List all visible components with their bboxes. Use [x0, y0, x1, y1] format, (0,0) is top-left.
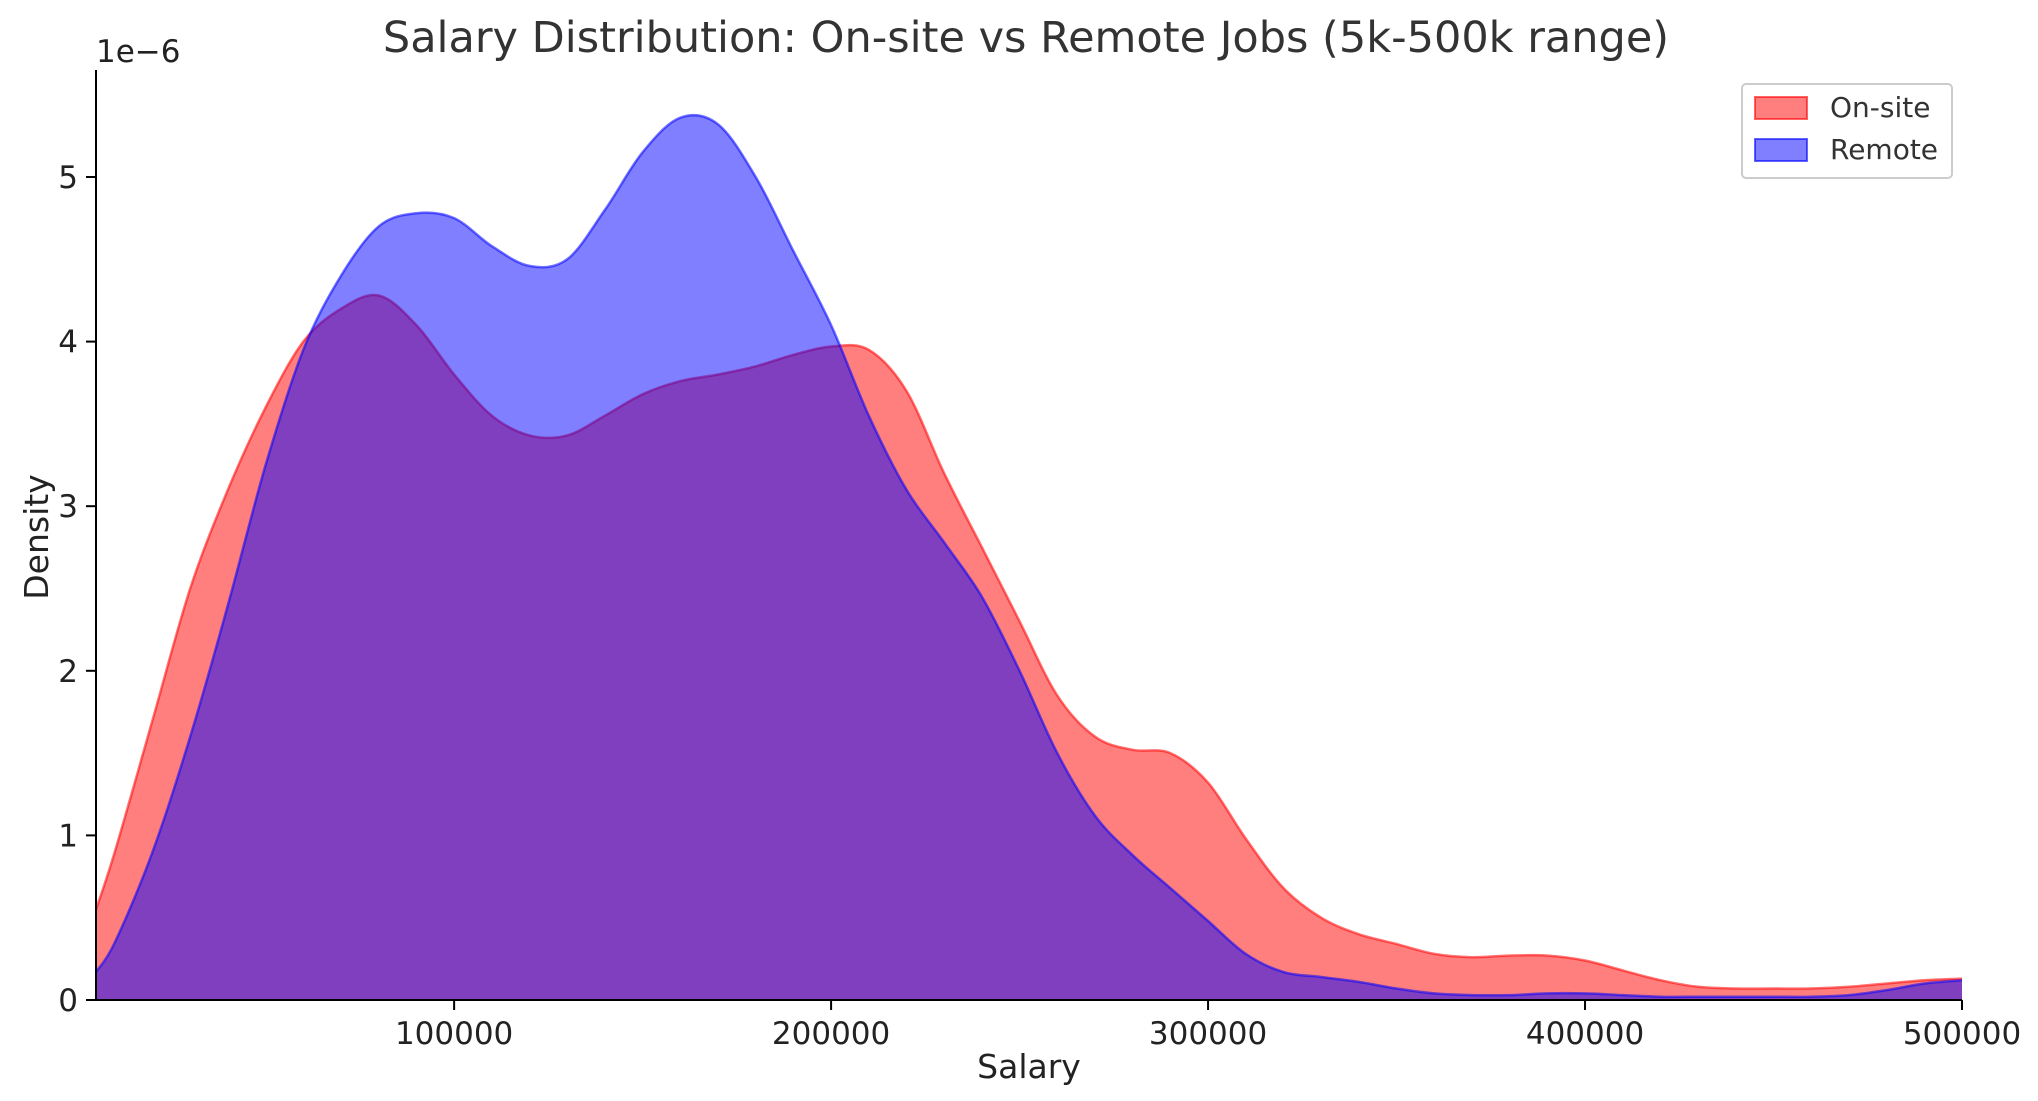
y-scale-label: 1e−6 — [96, 34, 181, 70]
legend-swatch-remote — [1754, 138, 1808, 162]
legend-swatch-onsite — [1754, 96, 1808, 120]
plot-area — [94, 113, 1963, 1001]
x-tick-label: 400000 — [1526, 1016, 1644, 1052]
y-ticks: 0 1 2 3 4 5 — [58, 160, 96, 1019]
y-tick-label: 2 — [58, 654, 78, 690]
y-tick-label: 0 — [58, 983, 78, 1019]
y-axis-label: Density — [17, 474, 56, 599]
legend: On-site Remote — [1741, 83, 1953, 179]
series-area-remote — [96, 115, 1962, 1001]
series-line-remote — [94, 113, 1963, 999]
y-tick-label: 5 — [58, 160, 78, 196]
x-tick-label: 500000 — [1903, 1016, 2021, 1052]
x-tick-label: 100000 — [395, 1016, 513, 1052]
y-tick-label: 1 — [58, 818, 78, 854]
x-tick-label: 300000 — [1149, 1016, 1267, 1052]
legend-label-onsite: On-site — [1830, 91, 1930, 124]
x-axis-label: Salary — [977, 1047, 1081, 1086]
chart-title: Salary Distribution: On-site vs Remote J… — [383, 13, 1669, 63]
x-ticks: 100000 200000 300000 400000 500000 — [395, 1000, 2021, 1052]
y-tick-label: 3 — [58, 489, 78, 525]
legend-label-remote: Remote — [1830, 133, 1938, 166]
y-tick-label: 4 — [58, 325, 78, 361]
x-tick-label: 200000 — [772, 1016, 890, 1052]
